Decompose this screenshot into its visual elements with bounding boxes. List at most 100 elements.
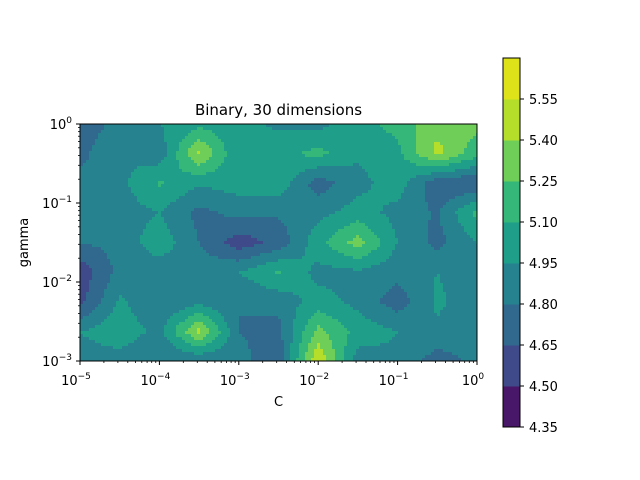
contour-cell [161,214,165,218]
contour-cell [107,193,111,197]
contour-cell [248,184,252,188]
contour-cell [323,136,327,140]
contour-cell [206,163,210,167]
contour-cell [251,169,255,173]
contour-cell [317,139,321,143]
contour-cell [209,235,213,239]
contour-cell [167,223,171,227]
contour-cell [272,133,276,137]
contour-cell [437,157,441,161]
contour-cell [308,187,312,191]
contour-cell [281,181,285,185]
contour-cell [410,133,414,137]
contour-cell [107,142,111,146]
contour-cell [200,133,204,137]
contour-cell [191,190,195,194]
contour-cell [455,202,459,206]
contour-cell [416,223,420,227]
contour-cell [395,190,399,194]
contour-cell [185,145,189,149]
contour-cell [248,205,252,209]
contour-cell [218,136,222,140]
contour-cell [167,217,171,221]
contour-cell [101,169,105,173]
contour-cell [128,190,132,194]
contour-cell [143,154,147,158]
contour-cell [242,217,246,221]
contour-cell [422,184,426,188]
contour-cell [188,196,192,200]
contour-cell [380,199,384,203]
contour-cell [173,220,177,224]
contour-cell [197,136,201,140]
contour-cell [362,139,366,143]
contour-cell [179,178,183,182]
contour-cell [443,157,447,161]
contour-cell [83,214,87,218]
contour-cell [86,208,90,212]
contour-cell [173,226,177,230]
contour-cell [311,136,315,140]
contour-cell [137,175,141,179]
contour-cell [323,181,327,185]
contour-cell [86,160,90,164]
contour-cell [146,145,150,149]
contour-cell [389,223,393,227]
contour-cell [320,178,324,182]
contour-cell [83,145,87,149]
contour-cell [386,217,390,221]
contour-cell [464,199,468,203]
contour-cell [155,217,159,221]
contour-cell [140,166,144,170]
contour-cell [434,169,438,173]
contour-cell [257,220,261,224]
contour-cell [368,175,372,179]
contour-cell [188,157,192,161]
contour-cell [116,193,120,197]
contour-cell [80,166,84,170]
contour-cell [335,220,339,224]
contour-cell [116,148,120,152]
contour-cell [359,142,363,146]
contour-cell [437,217,441,221]
contour-cell [200,223,204,227]
contour-cell [80,151,84,155]
contour-cell [152,145,156,149]
contour-cell [197,208,201,212]
contour-cell [395,157,399,161]
contour-cell [416,208,420,212]
contour-cell [359,175,363,179]
contour-cell [449,208,453,212]
contour-cell [95,127,99,131]
contour-cell [185,127,189,131]
contour-cell [263,154,267,158]
contour-cell [80,223,84,227]
contour-cell [191,136,195,140]
contour-cell [95,184,99,188]
contour-cell [170,163,174,167]
contour-cell [113,175,117,179]
contour-cell [200,193,204,197]
contour-cell [167,142,171,146]
contour-cell [398,154,402,158]
contour-cell [92,223,96,227]
contour-cell [443,139,447,143]
contour-cell [344,178,348,182]
contour-cell [140,172,144,176]
contour-cell [317,127,321,131]
contour-cell [344,124,348,128]
contour-cell [212,190,216,194]
contour-cell [458,175,462,179]
contour-cell [422,130,426,134]
contour-cell [152,205,156,209]
contour-cell [170,172,174,176]
contour-cell [290,178,294,182]
contour-cell [122,142,126,146]
contour-cell [449,232,453,236]
contour-cell [146,175,150,179]
contour-cell [122,151,126,155]
contour-cell [206,223,210,227]
contour-cell [149,187,153,191]
contour-cell [350,196,354,200]
contour-cell [263,139,267,143]
